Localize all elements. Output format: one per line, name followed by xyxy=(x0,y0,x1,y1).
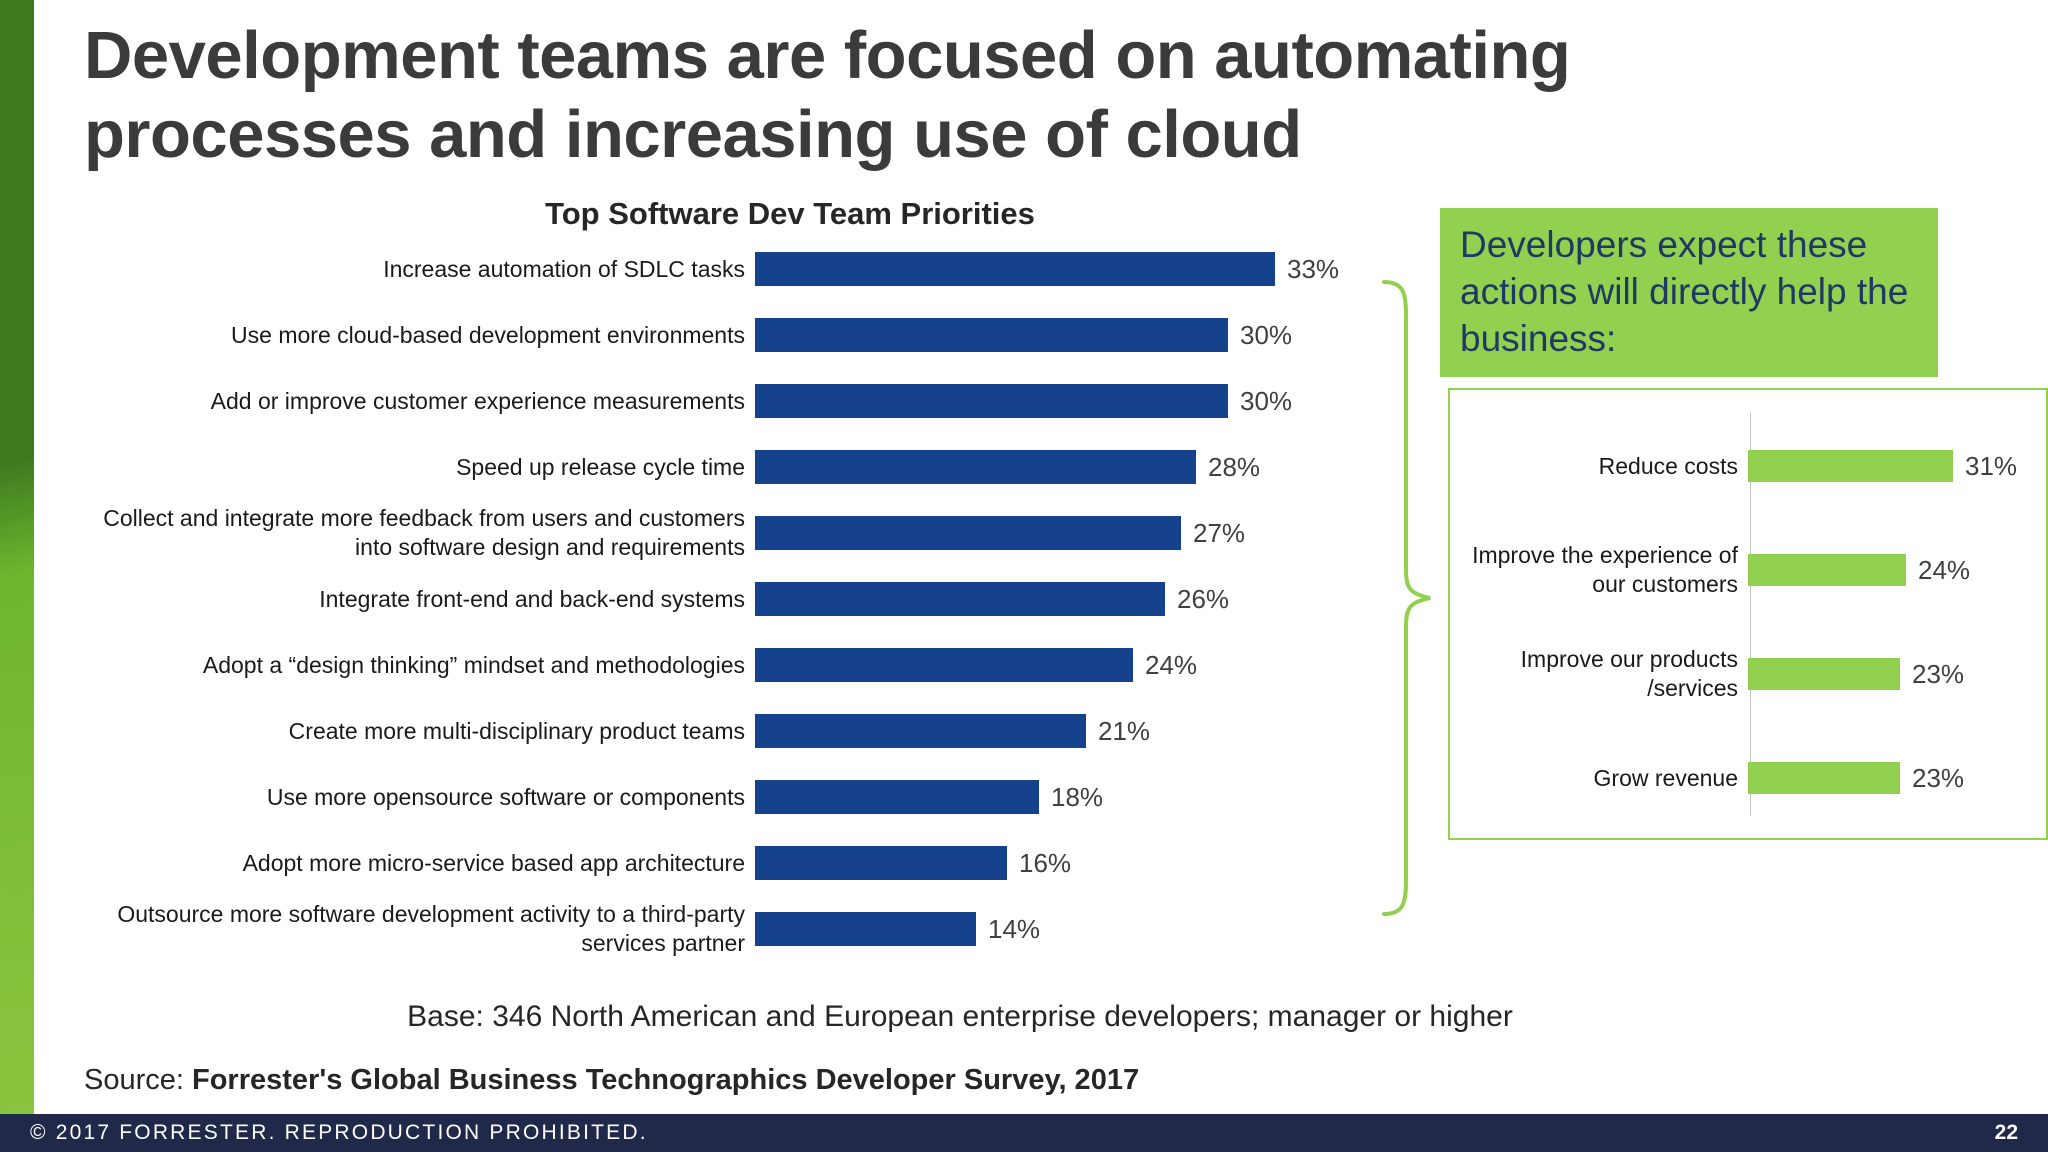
bar xyxy=(755,318,1228,352)
category-label: Integrate front-end and back-end systems xyxy=(319,585,745,612)
bar xyxy=(1748,658,1900,690)
value-label: 27% xyxy=(1193,517,1246,548)
value-label: 33% xyxy=(1287,253,1340,284)
value-label: 24% xyxy=(1918,554,1971,585)
bar-row: Grow revenue 23% xyxy=(1450,726,2046,830)
value-label: 16% xyxy=(1019,847,1072,878)
value-label: 23% xyxy=(1912,762,1965,793)
category-label: Use more opensource software or componen… xyxy=(266,783,745,810)
category-label: Grow revenue xyxy=(1593,764,1738,791)
value-label: 30% xyxy=(1240,385,1293,416)
bar xyxy=(755,582,1165,616)
category-label: Increase automation of SDLC tasks xyxy=(383,255,745,282)
slide-title: Development teams are focused on automat… xyxy=(84,16,1964,174)
value-label: 24% xyxy=(1145,649,1198,680)
bar-row: Integrate front-end and back-end systems… xyxy=(90,566,1430,632)
category-label: Speed up release cycle time xyxy=(456,453,745,480)
source-prefix: Source: xyxy=(84,1064,192,1096)
bar-row: Adopt a “design thinking” mindset and me… xyxy=(90,632,1430,698)
bar-row: Speed up release cycle time 28% xyxy=(90,434,1430,500)
category-label: Collect and integrate more feedback from… xyxy=(103,505,745,560)
callout-text: Developers expect these actions will dir… xyxy=(1460,224,1909,359)
slide-title-line-2: processes and increasing use of cloud xyxy=(84,97,1302,173)
value-label: 21% xyxy=(1098,715,1151,746)
bar-row: Collect and integrate more feedback from… xyxy=(90,500,1430,566)
priorities-bar-chart: Increase automation of SDLC tasks 33% Use … xyxy=(90,236,1430,962)
value-label: 26% xyxy=(1177,583,1230,614)
source-line: Source: Forrester's Global Business Tech… xyxy=(84,1064,1139,1097)
business-impact-chart-box: Reduce costs 31% Improve the experience of… xyxy=(1448,388,2048,840)
bar xyxy=(755,648,1133,682)
bar-row: Use more cloud-based development environ… xyxy=(90,302,1430,368)
bar xyxy=(755,846,1007,880)
brace-connector xyxy=(1378,280,1442,916)
value-label: 31% xyxy=(1965,450,2018,481)
footer-bar: © 2017 FORRESTER. REPRODUCTION PROHIBITE… xyxy=(0,1114,2048,1152)
value-label: 30% xyxy=(1240,319,1293,350)
axis-line xyxy=(1750,412,1751,816)
bar xyxy=(755,252,1275,286)
bar-row: Adopt more micro-service based app archi… xyxy=(90,830,1430,896)
value-label: 28% xyxy=(1208,451,1261,482)
bar-row: Reduce costs 31% xyxy=(1450,414,2046,518)
bar-row: Add or improve customer experience measu… xyxy=(90,368,1430,434)
page-number: 22 xyxy=(1994,1121,2018,1144)
bar xyxy=(755,450,1196,484)
category-label: Add or improve customer experience measu… xyxy=(210,387,745,414)
slide-title-line-1: Development teams are focused on automat… xyxy=(84,18,1571,93)
bar-row: Increase automation of SDLC tasks 33% xyxy=(90,236,1430,302)
bar xyxy=(1748,450,1953,482)
business-impact-bar-chart: Reduce costs 31% Improve the experience of… xyxy=(1450,390,2046,830)
bar-row: Outsource more software development acti… xyxy=(90,896,1430,962)
category-label: Use more cloud-based development environ… xyxy=(231,321,745,348)
bar-row: Improve our products /services 23% xyxy=(1450,622,2046,726)
source-citation: Forrester's Global Business Technographi… xyxy=(192,1064,1140,1096)
category-label: Adopt a “design thinking” mindset and me… xyxy=(202,651,745,678)
bar-row: Create more multi-disciplinary product t… xyxy=(90,698,1430,764)
bar-row: Use more opensource software or componen… xyxy=(90,764,1430,830)
bar xyxy=(1748,554,1906,586)
slide-edge-accent xyxy=(0,0,34,1152)
category-label: Adopt more micro-service based app archi… xyxy=(242,849,745,876)
value-label: 23% xyxy=(1912,658,1965,689)
category-label: Create more multi-disciplinary product t… xyxy=(288,717,745,744)
category-label: Improve our products /services xyxy=(1520,646,1738,701)
value-label: 14% xyxy=(988,913,1041,944)
base-note: Base: 346 North American and European en… xyxy=(407,1000,1513,1033)
category-label: Outsource more software development acti… xyxy=(117,901,745,956)
callout-box: Developers expect these actions will dir… xyxy=(1440,208,1938,377)
bar xyxy=(755,516,1181,550)
bar-row: Improve the experience of our customers 2… xyxy=(1450,518,2046,622)
bar xyxy=(755,714,1086,748)
bar xyxy=(755,912,976,946)
bar xyxy=(755,384,1228,418)
value-label: 18% xyxy=(1051,781,1104,812)
category-label: Reduce costs xyxy=(1598,452,1738,479)
chart-title: Top Software Dev Team Priorities xyxy=(545,196,1035,231)
footer-copyright: © 2017 FORRESTER. REPRODUCTION PROHIBITE… xyxy=(30,1121,648,1144)
bar xyxy=(755,780,1039,814)
category-label: Improve the experience of our customers xyxy=(1472,542,1738,597)
bar xyxy=(1748,762,1900,794)
